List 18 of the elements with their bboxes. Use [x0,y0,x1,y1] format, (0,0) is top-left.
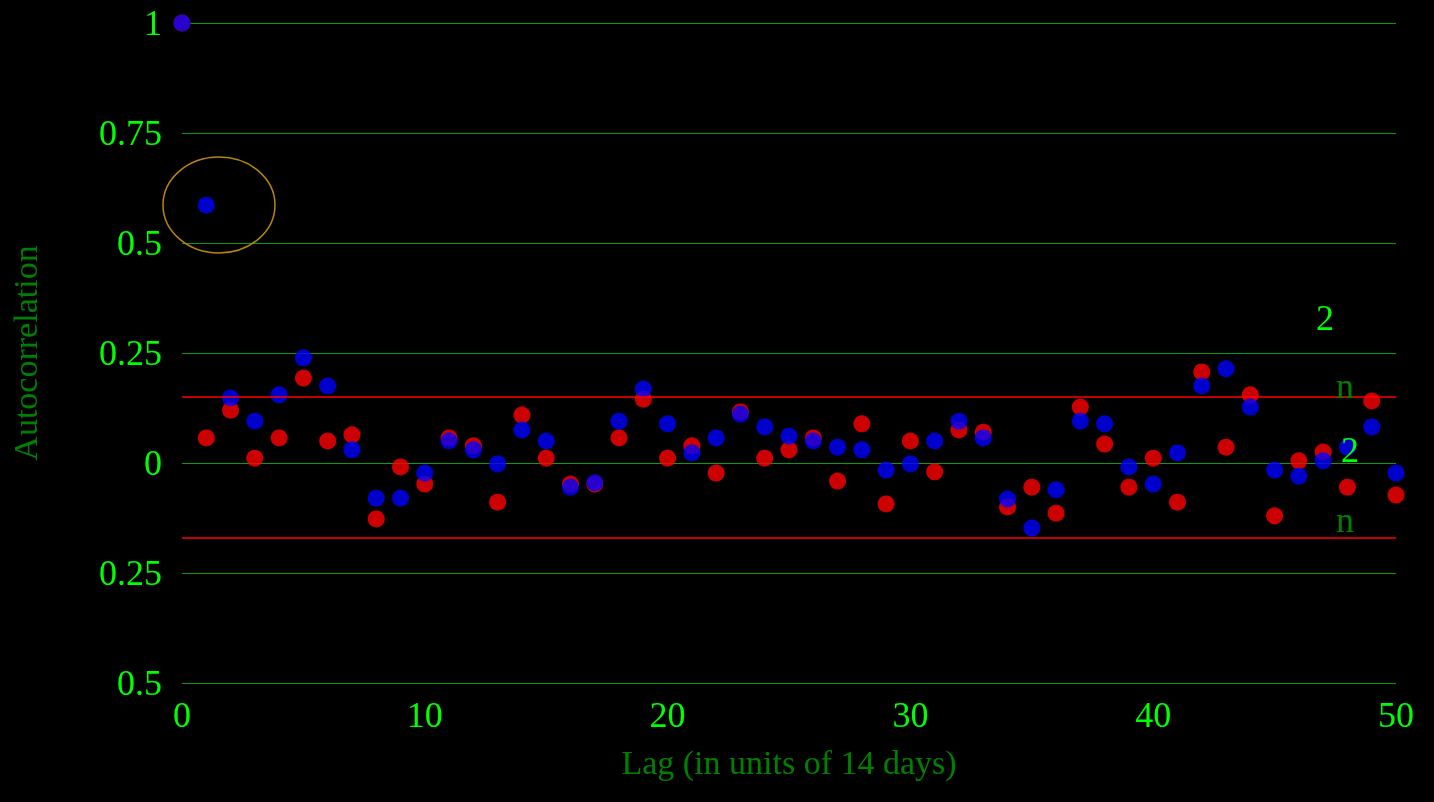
y-tick-label: 0.75 [99,113,162,153]
x-tick-label: 40 [1135,695,1172,735]
y-tick-label: 0.25 [99,553,162,593]
x-tick-label: 0 [173,695,191,735]
y-tick-label: 0.5 [117,223,162,263]
y-axis-title: Autocorrelation [6,245,44,461]
annotation: 2 [1316,298,1334,338]
x-axis-title: Lag (in units of 14 days) [621,743,957,782]
x-tick-label: 10 [406,695,443,735]
x-tick-label: 30 [892,695,929,735]
y-tick-label: 0.5 [117,663,162,703]
annotation: n [1336,500,1354,540]
y-tick-label: 1 [144,3,162,43]
annotation: n [1336,366,1354,406]
x-tick-label: 50 [1378,695,1414,735]
y-tick-label: 0.25 [99,333,162,373]
y-tick-label: 0 [144,443,162,483]
x-tick-label: 20 [649,695,686,735]
